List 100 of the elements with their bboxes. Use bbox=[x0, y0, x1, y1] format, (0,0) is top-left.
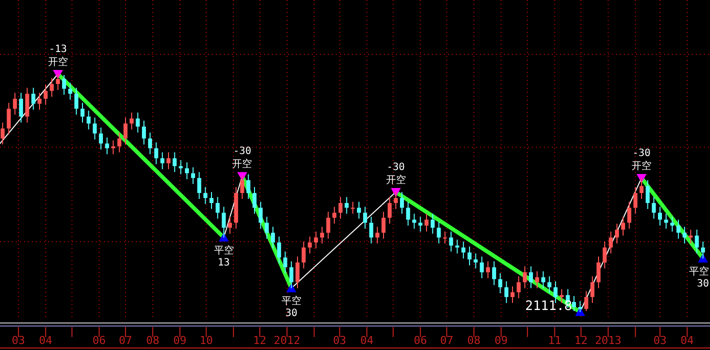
candlestick bbox=[664, 213, 668, 230]
candlestick bbox=[178, 160, 183, 175]
candlestick bbox=[240, 176, 244, 200]
x-tick-label: 2012 bbox=[274, 334, 300, 347]
annotation: -30 bbox=[386, 162, 405, 174]
x-tick-label: 11 bbox=[548, 334, 562, 347]
candlestick bbox=[682, 226, 687, 244]
candlestick bbox=[277, 236, 282, 264]
candlestick bbox=[98, 127, 103, 150]
candlestick bbox=[0, 122, 5, 145]
annotation: 开空 bbox=[232, 158, 252, 170]
candlestick bbox=[522, 266, 527, 289]
candlestick bbox=[37, 92, 42, 110]
x-tick-label: 04 bbox=[39, 334, 53, 347]
candlestick bbox=[528, 266, 533, 289]
candlestick bbox=[394, 192, 398, 210]
x-tick-label: 03 bbox=[333, 334, 346, 347]
candlestick bbox=[492, 260, 496, 286]
candlestick bbox=[56, 74, 60, 90]
candlestick bbox=[590, 276, 594, 304]
candlestick bbox=[270, 226, 275, 249]
candlestick bbox=[31, 87, 36, 110]
candlestick bbox=[210, 192, 214, 210]
x-tick-label: 03 bbox=[653, 334, 667, 347]
candlestick bbox=[388, 196, 392, 224]
candlestick bbox=[640, 178, 644, 200]
candlestick bbox=[449, 231, 454, 252]
candlestick bbox=[369, 216, 374, 244]
x-tick-label: 04 bbox=[680, 334, 694, 347]
candlestick bbox=[6, 102, 11, 135]
candlestick bbox=[510, 286, 515, 304]
annotation: 平空 bbox=[214, 244, 234, 257]
candlestick bbox=[148, 132, 152, 155]
candlestick bbox=[486, 260, 490, 279]
candlestick bbox=[516, 276, 521, 299]
candlestick bbox=[688, 229, 693, 244]
candlestick bbox=[430, 213, 435, 234]
candlestick bbox=[326, 211, 330, 240]
candlestick bbox=[535, 270, 540, 289]
candlestick bbox=[197, 172, 202, 200]
annotation: -30 bbox=[632, 148, 651, 160]
candlestick bbox=[314, 231, 318, 249]
annotation: -13 bbox=[48, 44, 67, 55]
x-tick-label: 09 bbox=[173, 334, 187, 347]
candlestick bbox=[130, 112, 134, 130]
candlestick bbox=[258, 201, 263, 230]
candlestick bbox=[166, 152, 170, 170]
annotation: 30 bbox=[696, 278, 709, 290]
candlestick bbox=[302, 241, 306, 269]
candlestick bbox=[344, 196, 349, 214]
candlestick bbox=[608, 231, 613, 254]
annotation: 平空 bbox=[281, 295, 302, 308]
x-tick-label: 09 bbox=[494, 334, 508, 347]
x-tick-label: 12 bbox=[253, 334, 266, 347]
candlestick bbox=[424, 213, 429, 232]
candlestick bbox=[400, 192, 404, 214]
annotation: 开空 bbox=[386, 174, 406, 186]
annotation: 2111.8 bbox=[525, 299, 572, 314]
candlestick bbox=[572, 296, 576, 312]
point bbox=[390, 188, 401, 198]
candlestick bbox=[602, 241, 607, 269]
x-tick-label: 08 bbox=[467, 334, 481, 347]
annotation: 13 bbox=[218, 258, 230, 269]
candlestick bbox=[172, 152, 177, 173]
x-tick-label: 10 bbox=[200, 334, 213, 347]
candlestick bbox=[296, 256, 300, 289]
candlestick bbox=[700, 241, 705, 259]
candlestick bbox=[442, 231, 447, 244]
candlestick bbox=[252, 186, 257, 214]
candlestick bbox=[203, 186, 208, 204]
candlestick bbox=[676, 219, 680, 240]
candlestick bbox=[80, 102, 84, 124]
candlestick bbox=[283, 251, 288, 274]
candlestick bbox=[191, 166, 196, 184]
candlestick bbox=[44, 84, 48, 106]
annotation: -30 bbox=[233, 146, 252, 158]
candlestick bbox=[246, 174, 250, 200]
candlestick bbox=[621, 216, 626, 236]
candlestick bbox=[222, 206, 226, 238]
point bbox=[698, 253, 708, 262]
x-tick-label: 12 bbox=[574, 334, 588, 347]
x-tick-label: 06 bbox=[414, 334, 428, 347]
candlestick bbox=[627, 201, 632, 230]
candlestick bbox=[412, 213, 416, 230]
candlestick bbox=[658, 206, 662, 226]
candlestick bbox=[124, 117, 128, 145]
candlestick bbox=[338, 196, 343, 220]
candlestick bbox=[117, 132, 122, 153]
x-tick-label: 03 bbox=[12, 334, 26, 347]
candlestick bbox=[154, 142, 158, 165]
candlestick bbox=[320, 226, 324, 244]
candlestick bbox=[461, 241, 466, 259]
candlestick bbox=[633, 186, 638, 214]
candlestick bbox=[332, 206, 336, 224]
candlestick bbox=[19, 92, 24, 124]
x-tick-label: 07 bbox=[118, 334, 132, 347]
candlestick bbox=[436, 221, 441, 244]
candlestick bbox=[578, 300, 582, 312]
x-tick-label: 08 bbox=[146, 334, 160, 347]
candlestick bbox=[614, 223, 619, 244]
